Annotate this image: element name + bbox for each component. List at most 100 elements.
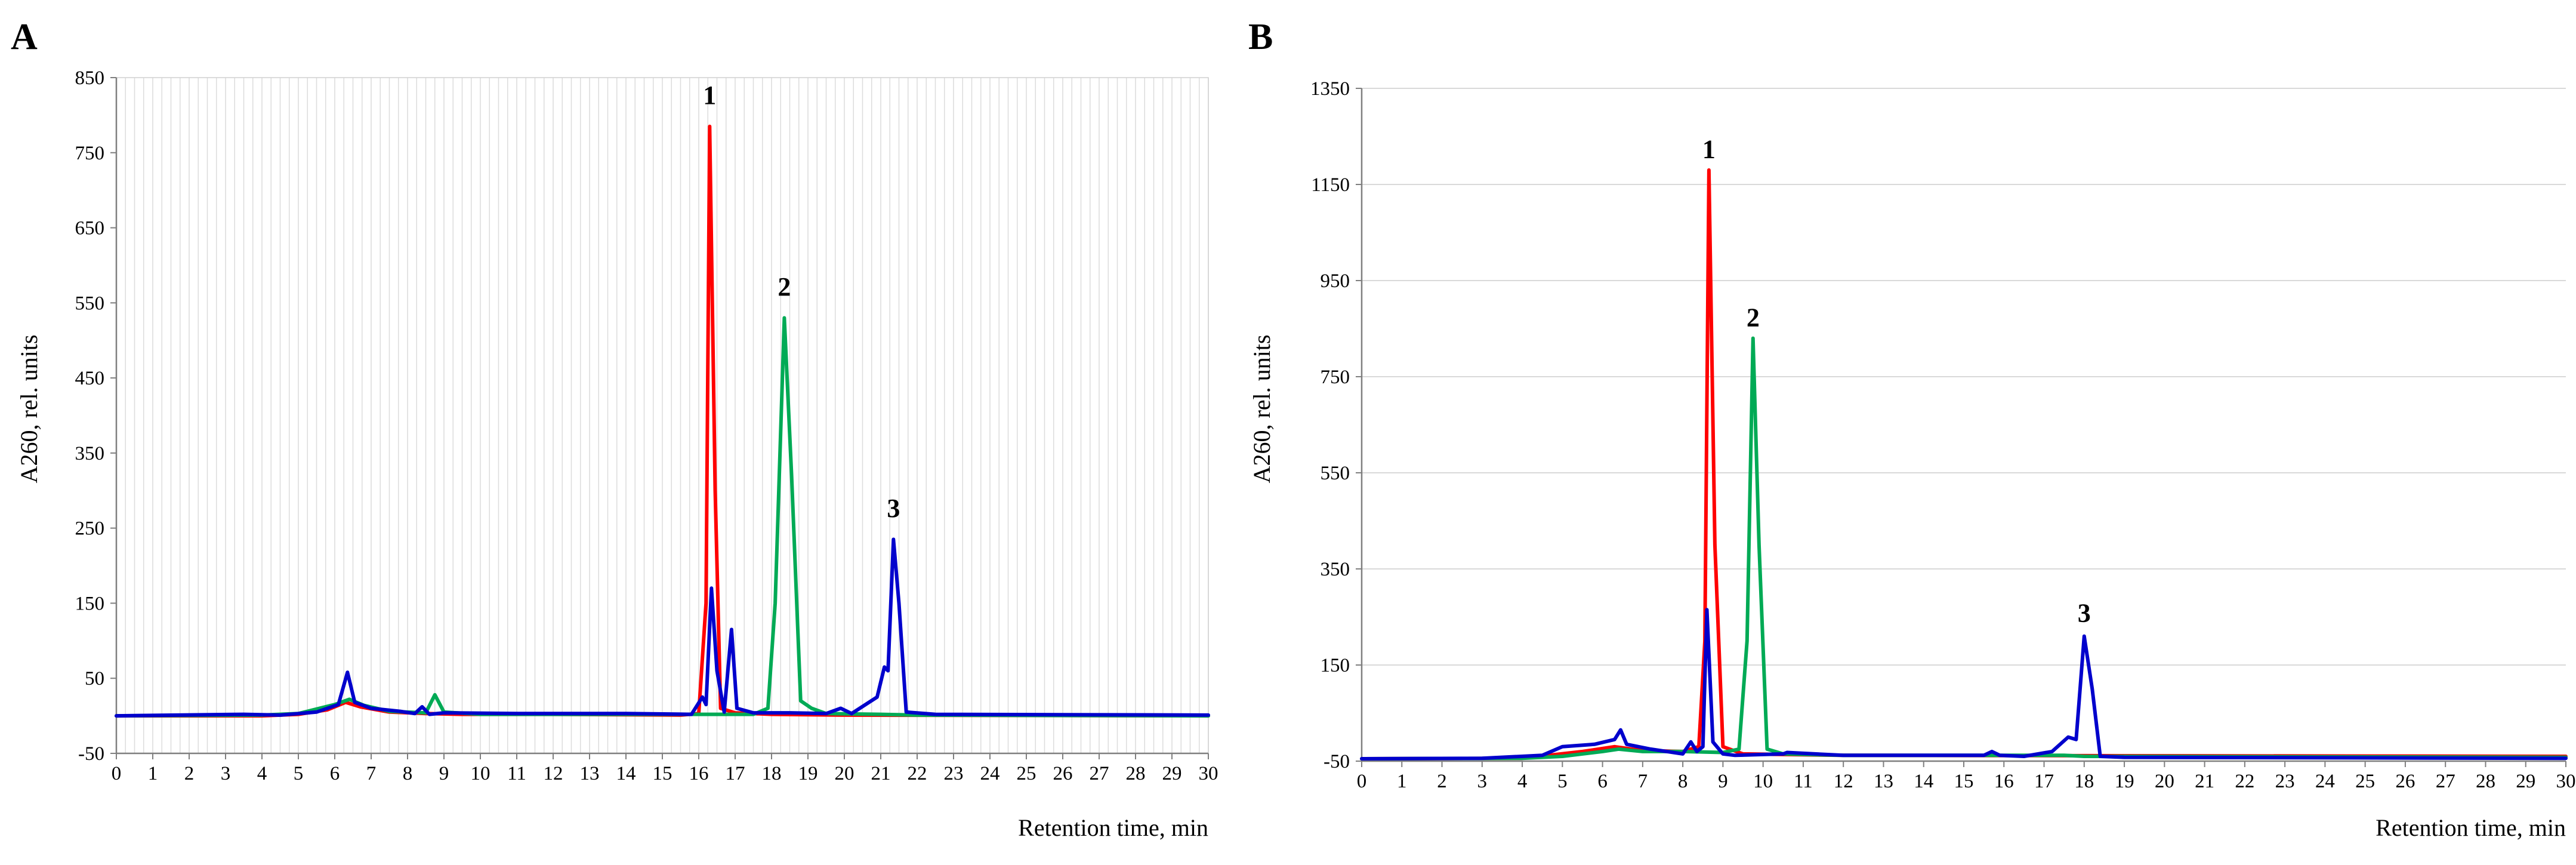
x-tick-label: 17 [726, 763, 745, 784]
peak-labels-a: 1 2 3 [703, 81, 900, 523]
x-tick-label: 6 [330, 763, 340, 784]
x-tick-label: 15 [653, 763, 672, 784]
series-line-2 [115, 537, 1210, 718]
y-tick-label: 1150 [1311, 174, 1350, 196]
x-axis-title-a: Retention time, min [1018, 814, 1208, 841]
x-tick-label: 23 [2275, 771, 2295, 792]
x-tick-label: 5 [294, 763, 304, 784]
x-tick-label: 0 [112, 763, 122, 784]
y-tick-label: 450 [75, 368, 105, 389]
peak-label: 1 [703, 81, 716, 110]
x-tick-label: 29 [2516, 771, 2535, 792]
y-tick-label: 350 [1321, 559, 1350, 580]
series-line-0 [1360, 168, 2568, 761]
x-ticks-a: 0 1 2 3 4 5 6 7 8 9 10 11 12 13 14 15 16 17 18 19 20 21 22 23 24… [112, 753, 1218, 784]
grid-b [1362, 88, 2566, 762]
x-tick-label: 13 [580, 763, 600, 784]
x-tick-label: 24 [980, 763, 1000, 784]
x-tick-label: 21 [871, 763, 891, 784]
x-tick-label: 12 [1834, 771, 1853, 792]
x-tick-label: 0 [1357, 771, 1367, 792]
series-b [1360, 168, 2568, 761]
peak-labels-b: 1 2 3 [1702, 135, 2091, 628]
y-tick-label: 250 [75, 518, 105, 540]
peak-label: 3 [2078, 599, 2091, 628]
x-tick-label: 4 [1517, 771, 1528, 792]
x-tick-label: 20 [2155, 771, 2174, 792]
peak-label: 1 [1702, 135, 1716, 164]
x-ticks-b: 0 1 2 3 4 5 6 7 8 9 10 11 12 13 14 15 16 17 18 19 20 21 22 23 24… [1357, 761, 2576, 792]
x-tick-label: 9 [1718, 771, 1728, 792]
y-ticks-a: -50 50 150 250 350 450 550 650 750 850 [75, 67, 116, 765]
x-tick-label: 25 [1017, 763, 1036, 784]
x-tick-label: 2 [1437, 771, 1447, 792]
x-tick-label: 1 [148, 763, 158, 784]
panel-label-b: B [1248, 17, 1273, 57]
x-tick-label: 30 [1199, 763, 1218, 784]
y-tick-label: 550 [1321, 463, 1350, 484]
x-tick-label: 3 [221, 763, 231, 784]
x-tick-label: 15 [1954, 771, 1974, 792]
x-tick-label: 2 [184, 763, 195, 784]
x-tick-label: 18 [762, 763, 782, 784]
x-tick-label: 11 [1794, 771, 1813, 792]
peak-label: 2 [1747, 303, 1760, 332]
x-tick-label: 19 [798, 763, 818, 784]
y-tick-label: 650 [75, 218, 105, 239]
y-tick-label: 150 [75, 593, 105, 614]
peak-label: 2 [778, 272, 791, 301]
x-tick-label: 10 [471, 763, 490, 784]
y-tick-label: 1350 [1310, 78, 1350, 100]
x-tick-label: 28 [2476, 771, 2495, 792]
panel-label-a: A [11, 17, 38, 57]
y-tick-label: -50 [78, 743, 104, 765]
y-tick-label: 350 [75, 443, 105, 464]
y-tick-label: 850 [75, 67, 105, 89]
x-tick-label: 27 [1090, 763, 1109, 784]
x-tick-label: 6 [1597, 771, 1608, 792]
panel-b: B 0 1 2 3 4 5 6 7 8 9 10 11 12 13 14 15 16 17 18 19 20 21 22 23… [1248, 17, 2576, 841]
x-axis-title-b: Retention time, min [2376, 814, 2566, 841]
x-tick-label: 19 [2115, 771, 2134, 792]
x-tick-label: 14 [1914, 771, 1933, 792]
y-tick-label: 150 [1321, 655, 1350, 676]
panel-a: A 0 1 2 3 4 5 6 7 8 9 10 11 12 13 14 15 16 17 18 19 20 21 22 23… [11, 17, 1218, 841]
y-axis-title-b: A260, rel. units [1248, 335, 1275, 484]
x-tick-label: 16 [1994, 771, 2014, 792]
x-tick-label: 7 [1638, 771, 1648, 792]
y-tick-label: 50 [85, 668, 104, 689]
x-tick-label: 25 [2355, 771, 2375, 792]
y-tick-label: 750 [1321, 367, 1350, 388]
y-tick-label: -50 [1324, 751, 1350, 772]
x-tick-label: 10 [1753, 771, 1773, 792]
series-a [115, 124, 1210, 718]
peak-label: 3 [887, 494, 900, 523]
axes-b [1361, 88, 2566, 762]
x-tick-label: 8 [403, 763, 413, 784]
y-tick-label: 550 [75, 293, 105, 314]
x-tick-label: 27 [2436, 771, 2455, 792]
x-tick-label: 3 [1477, 771, 1488, 792]
y-ticks-b: -50 150 350 550 750 950 1150 1350 [1310, 78, 1362, 772]
x-tick-label: 9 [439, 763, 449, 784]
x-tick-label: 21 [2195, 771, 2214, 792]
x-tick-label: 4 [257, 763, 267, 784]
series-line-1 [1360, 336, 2568, 761]
x-tick-label: 23 [944, 763, 964, 784]
x-tick-label: 30 [2556, 771, 2576, 792]
x-tick-label: 24 [2315, 771, 2335, 792]
grid-a [116, 77, 1209, 754]
y-tick-label: 950 [1321, 270, 1350, 292]
y-tick-label: 750 [75, 143, 105, 164]
x-tick-label: 26 [2395, 771, 2415, 792]
x-tick-label: 1 [1397, 771, 1407, 792]
x-tick-label: 11 [507, 763, 526, 784]
x-tick-label: 29 [1162, 763, 1182, 784]
x-tick-label: 17 [2034, 771, 2054, 792]
x-tick-label: 5 [1557, 771, 1568, 792]
x-tick-label: 13 [1874, 771, 1893, 792]
x-tick-label: 7 [366, 763, 377, 784]
x-tick-label: 8 [1678, 771, 1688, 792]
x-tick-label: 12 [544, 763, 563, 784]
x-tick-label: 20 [835, 763, 854, 784]
